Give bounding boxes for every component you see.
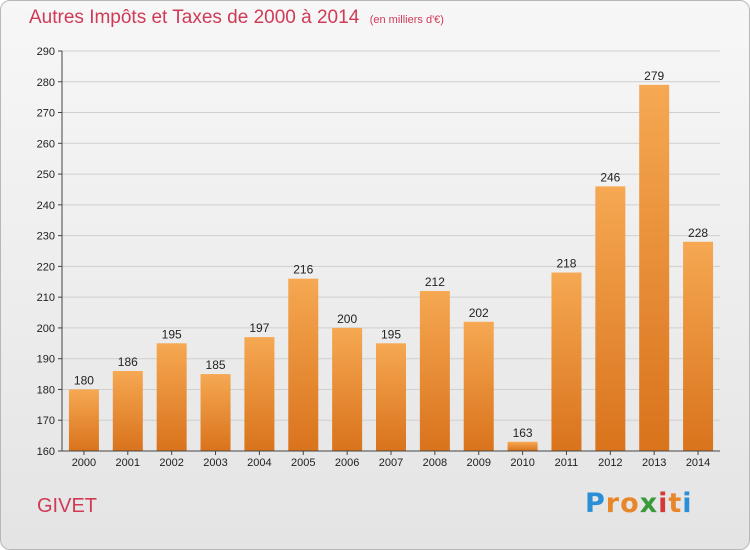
x-tick-label: 2000 xyxy=(72,457,96,469)
logo-letter: o xyxy=(620,488,640,519)
data-label-2011: 218 xyxy=(556,257,576,271)
data-label-2004: 197 xyxy=(249,321,269,335)
data-label-2003: 185 xyxy=(206,358,226,372)
bar-2001 xyxy=(112,371,143,451)
data-label-2000: 180 xyxy=(74,373,94,387)
axes xyxy=(58,50,720,455)
y-tick-label: 250 xyxy=(37,169,55,181)
logo-letter: i xyxy=(682,488,693,519)
bar-2007 xyxy=(376,343,406,451)
x-tick-label: 2007 xyxy=(379,457,403,469)
bar-2013 xyxy=(639,84,670,451)
y-tick-label: 170 xyxy=(37,415,55,427)
proxiti-logo: Proxiti xyxy=(585,488,693,519)
y-tick-label: 210 xyxy=(37,292,55,304)
x-tick-label: 2005 xyxy=(291,457,315,469)
data-label-2012: 246 xyxy=(600,170,620,184)
y-tick-label: 160 xyxy=(37,446,55,458)
logo-letter: r xyxy=(605,488,621,519)
bar-2009 xyxy=(463,321,494,451)
data-label-2007: 195 xyxy=(381,327,401,341)
y-tick-label: 190 xyxy=(37,354,55,366)
y-tick-label: 180 xyxy=(37,384,55,396)
x-tick-label: 2014 xyxy=(686,457,710,469)
x-tick-label: 2004 xyxy=(247,457,271,469)
bar-2014 xyxy=(683,241,714,451)
x-tick-label: 2002 xyxy=(159,457,183,469)
x-tick-label: 2010 xyxy=(510,457,534,469)
x-tick-label: 2013 xyxy=(642,457,666,469)
x-tick-label: 2012 xyxy=(598,457,622,469)
data-label-2010: 163 xyxy=(513,426,533,440)
data-label-2006: 200 xyxy=(337,312,357,326)
x-tick-label: 2011 xyxy=(555,457,579,469)
y-tick-label: 220 xyxy=(37,261,55,273)
bar-2012 xyxy=(595,186,626,451)
y-tick-label: 260 xyxy=(37,138,55,150)
x-tick-label: 2003 xyxy=(203,457,227,469)
x-tick-label: 2001 xyxy=(116,457,140,469)
data-label-2005: 216 xyxy=(293,263,313,277)
title-row: Autres Impôts et Taxes de 2000 à 2014 (e… xyxy=(29,7,444,29)
bar-2000 xyxy=(68,389,99,451)
logo-letter: t xyxy=(668,488,683,519)
y-tick-label: 240 xyxy=(37,200,55,212)
x-tick-label: 2008 xyxy=(423,457,447,469)
data-label-2002: 195 xyxy=(162,327,182,341)
logo-letter: i xyxy=(658,488,669,519)
bar-2002 xyxy=(156,343,187,451)
commune-name: GIVET xyxy=(37,495,98,517)
data-label-2014: 228 xyxy=(688,226,708,240)
logo-letter: P xyxy=(585,488,606,519)
labels: 160 170 180 190 200 210 220 230 240 250 260 270 280 2… xyxy=(37,46,711,469)
y-tick-label: 270 xyxy=(37,108,55,120)
bar-2004 xyxy=(244,337,275,451)
bar-2008 xyxy=(419,291,450,451)
bar-2011 xyxy=(551,272,582,451)
data-label-2013: 279 xyxy=(644,69,664,83)
y-tick-label: 280 xyxy=(37,77,55,89)
y-tick-label: 290 xyxy=(37,46,55,58)
data-label-2009: 202 xyxy=(469,306,489,320)
data-label-2001: 186 xyxy=(118,355,138,369)
x-tick-label: 2009 xyxy=(466,457,490,469)
chart-subtitle: (en milliers d'€) xyxy=(369,14,444,26)
bar-2010 xyxy=(507,441,538,451)
y-tick-label: 200 xyxy=(37,323,55,335)
bar-2006 xyxy=(332,327,363,451)
bar-2005 xyxy=(288,278,319,451)
bar-2003 xyxy=(200,374,231,451)
bars xyxy=(68,84,714,451)
y-tick-label: 230 xyxy=(37,231,55,243)
data-label-2008: 212 xyxy=(425,275,445,289)
logo-letter: x xyxy=(639,488,659,519)
chart-title: Autres Impôts et Taxes de 2000 à 2014 xyxy=(29,7,360,28)
x-tick-label: 2006 xyxy=(335,457,359,469)
